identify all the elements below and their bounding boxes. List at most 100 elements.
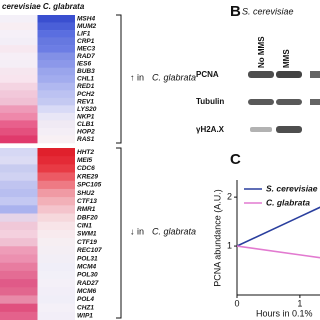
heatmap-cell	[37, 246, 75, 255]
gene-label: RAD27	[77, 280, 99, 287]
gene-label: RAS1	[77, 136, 95, 143]
gene-label: WIP1	[77, 313, 93, 320]
heatmap-cell	[0, 112, 38, 121]
x-axis-label: Hours in 0.1%	[256, 308, 313, 318]
gene-label: CTF13	[77, 198, 97, 205]
gene-label: MCM6	[77, 288, 97, 295]
panel-letter: C	[230, 151, 241, 168]
panel-letter: B	[230, 3, 241, 20]
heatmap-cell	[0, 15, 38, 23]
gene-label: HHT2	[77, 149, 94, 156]
series-line	[237, 245, 320, 259]
gene-label: SPC105	[77, 182, 102, 189]
gene-label: REC107	[77, 247, 102, 254]
heatmap-cell	[0, 238, 38, 247]
y-tick-label: 2	[227, 192, 232, 202]
heatmap-cell	[0, 246, 38, 255]
series-line	[237, 206, 320, 247]
gene-label: CRP1	[77, 38, 95, 45]
heatmap-cell	[0, 45, 38, 53]
heatmap-cell	[37, 238, 75, 247]
heatmap-cell	[0, 52, 38, 61]
heatmap-cell	[37, 127, 75, 136]
heatmap-cell	[37, 135, 75, 144]
heatmap-cell	[0, 156, 38, 165]
heatmap-cell	[37, 52, 75, 61]
legend-label: S. cerevisiae	[266, 183, 318, 193]
gene-label: MCM4	[77, 263, 97, 270]
heatmap-cell	[37, 188, 75, 198]
heatmap-cell	[0, 127, 38, 136]
heatmap-cell	[0, 120, 38, 129]
gene-label: NKP1	[77, 113, 95, 120]
bracket	[116, 14, 122, 144]
up-label: ↑ in	[130, 72, 144, 82]
gene-label: RMR1	[77, 206, 96, 213]
heatmap-cell	[37, 311, 75, 320]
heatmap-cell	[37, 197, 75, 206]
heatmap-cell	[37, 262, 75, 272]
heatmap-cell	[0, 60, 38, 69]
heatmap-cell	[0, 262, 38, 272]
heatmap-cell	[37, 213, 75, 223]
heatmap-cell	[37, 270, 75, 280]
heatmap-cell	[0, 295, 38, 304]
gene-label: REV1	[77, 98, 94, 105]
heatmap-cell	[0, 180, 38, 190]
heatmap-cell	[37, 75, 75, 84]
up-species: C. glabrata	[152, 72, 196, 82]
gene-label: DBF20	[77, 214, 98, 221]
down-label: ↓ in	[130, 226, 144, 236]
heatmap-cell	[37, 156, 75, 165]
gene-label: HOP2	[77, 128, 95, 135]
down-species: C. glabrata	[152, 226, 196, 236]
heatmap-cell	[37, 148, 75, 157]
heatmap-cell	[0, 287, 38, 296]
heatmap-cell	[0, 188, 38, 198]
heatmap-cell	[37, 105, 75, 114]
gene-label: KRE29	[77, 173, 98, 180]
gene-label: POL30	[77, 272, 98, 279]
legend-label: C. glabrata	[266, 197, 310, 207]
heatmap-cell	[37, 67, 75, 76]
gene-label: CHZ1	[77, 304, 94, 311]
lane-label: MMS	[282, 49, 291, 68]
gene-label: RAD7	[77, 53, 95, 60]
heatmap-cell	[37, 97, 75, 106]
heatmap-cell	[0, 90, 38, 99]
heatmap-cell	[0, 303, 38, 313]
gene-label: PCH2	[77, 91, 95, 98]
heatmap-cell	[0, 279, 38, 288]
y-axis-label: PCNA abundance (A.U.)	[212, 189, 222, 287]
heatmap-cell	[37, 205, 75, 214]
heatmap-cell	[0, 67, 38, 76]
heatmap-cell	[37, 295, 75, 304]
heatmap-cell	[0, 30, 38, 38]
heatmap-cell	[37, 221, 75, 231]
heatmap-cell	[37, 120, 75, 129]
gene-label: MSH4	[77, 15, 95, 22]
x-tick-label: 0	[234, 298, 239, 308]
heatmap-cell	[0, 254, 38, 263]
gene-label: CHL1	[77, 76, 94, 83]
heatmap-cell	[0, 229, 38, 239]
gene-label: LYS20	[77, 106, 97, 113]
blot-label: γH2A.X	[196, 125, 225, 134]
species: S. cerevisiae	[242, 6, 294, 16]
heatmap-cell	[37, 112, 75, 121]
heatmap-cell	[37, 22, 75, 31]
heatmap-cell	[37, 90, 75, 99]
heatmap-cell	[0, 75, 38, 84]
gene-label: RED1	[77, 83, 95, 90]
gene-label: MEI5	[77, 157, 93, 164]
heatmap-cell	[0, 97, 38, 106]
y-tick-label: 1	[227, 240, 232, 250]
heatmap-cell	[37, 164, 75, 173]
gene-label: CTF19	[77, 239, 97, 246]
heatmap-cell	[37, 37, 75, 46]
heatmap-cell	[0, 37, 38, 46]
gene-label: POL31	[77, 255, 98, 262]
heatmap-cell	[0, 311, 38, 320]
heatmap-cell	[0, 205, 38, 214]
gene-label: POL4	[77, 296, 94, 303]
